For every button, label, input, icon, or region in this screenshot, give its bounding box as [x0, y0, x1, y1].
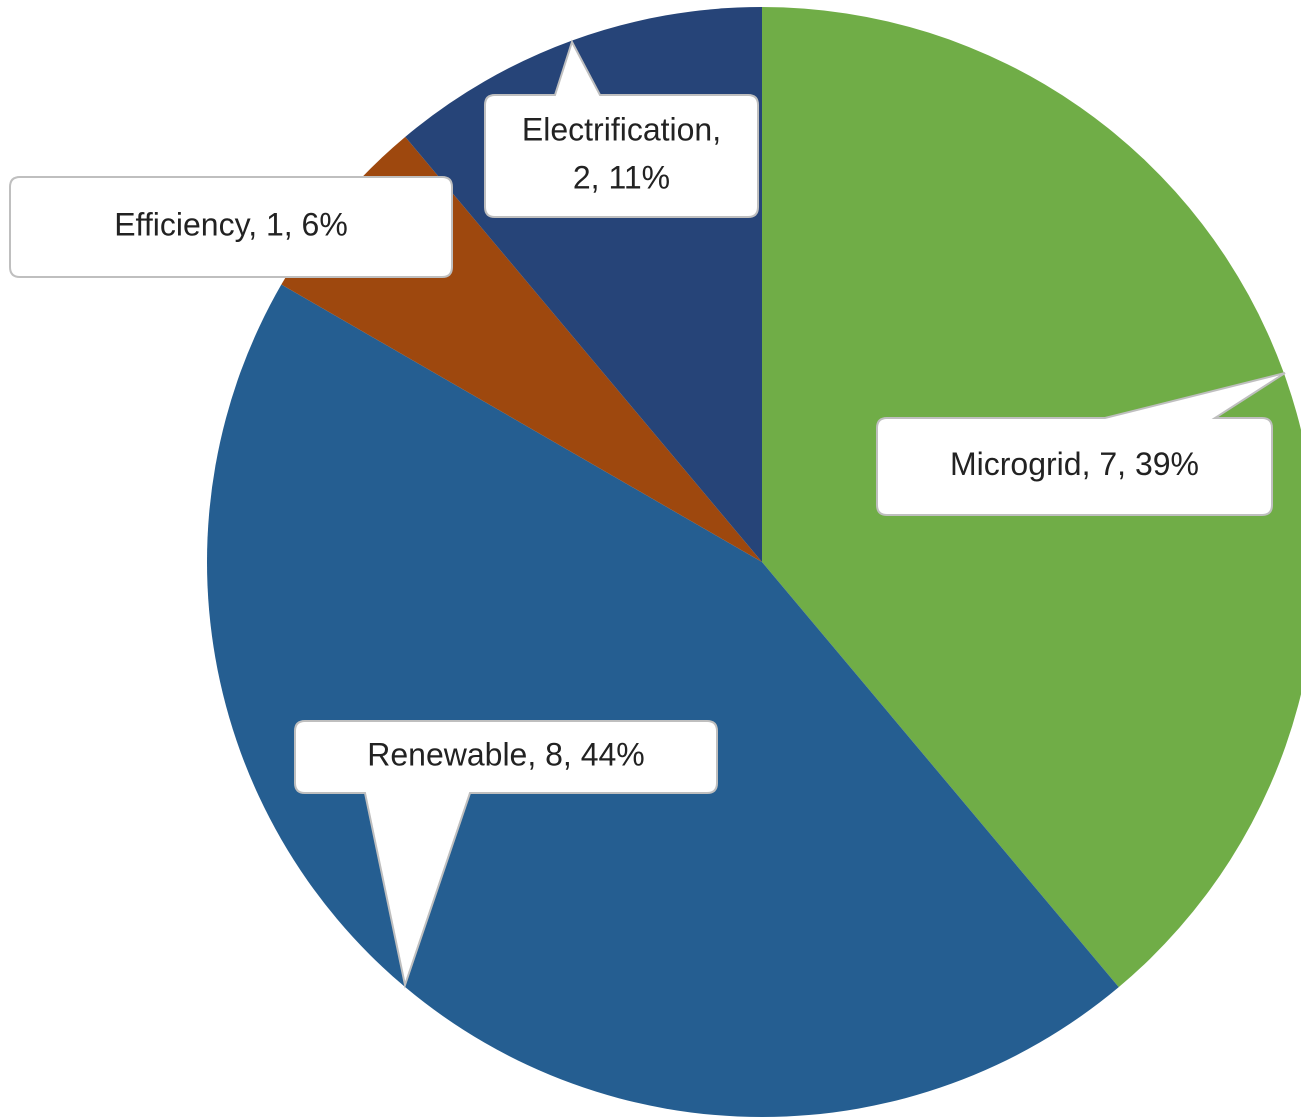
label-callout [484, 39, 759, 218]
data-label: 2, 11% [573, 159, 670, 195]
label-callout [294, 720, 718, 989]
label-callout [9, 176, 453, 278]
data-label: Renewable, 8, 44% [367, 736, 645, 772]
label-callout [876, 372, 1286, 516]
data-label: Electrification, [522, 111, 721, 147]
data-label: Microgrid, 7, 39% [950, 446, 1199, 482]
data-label: Efficiency, 1, 6% [114, 206, 348, 242]
pie-slice [207, 284, 1119, 1117]
